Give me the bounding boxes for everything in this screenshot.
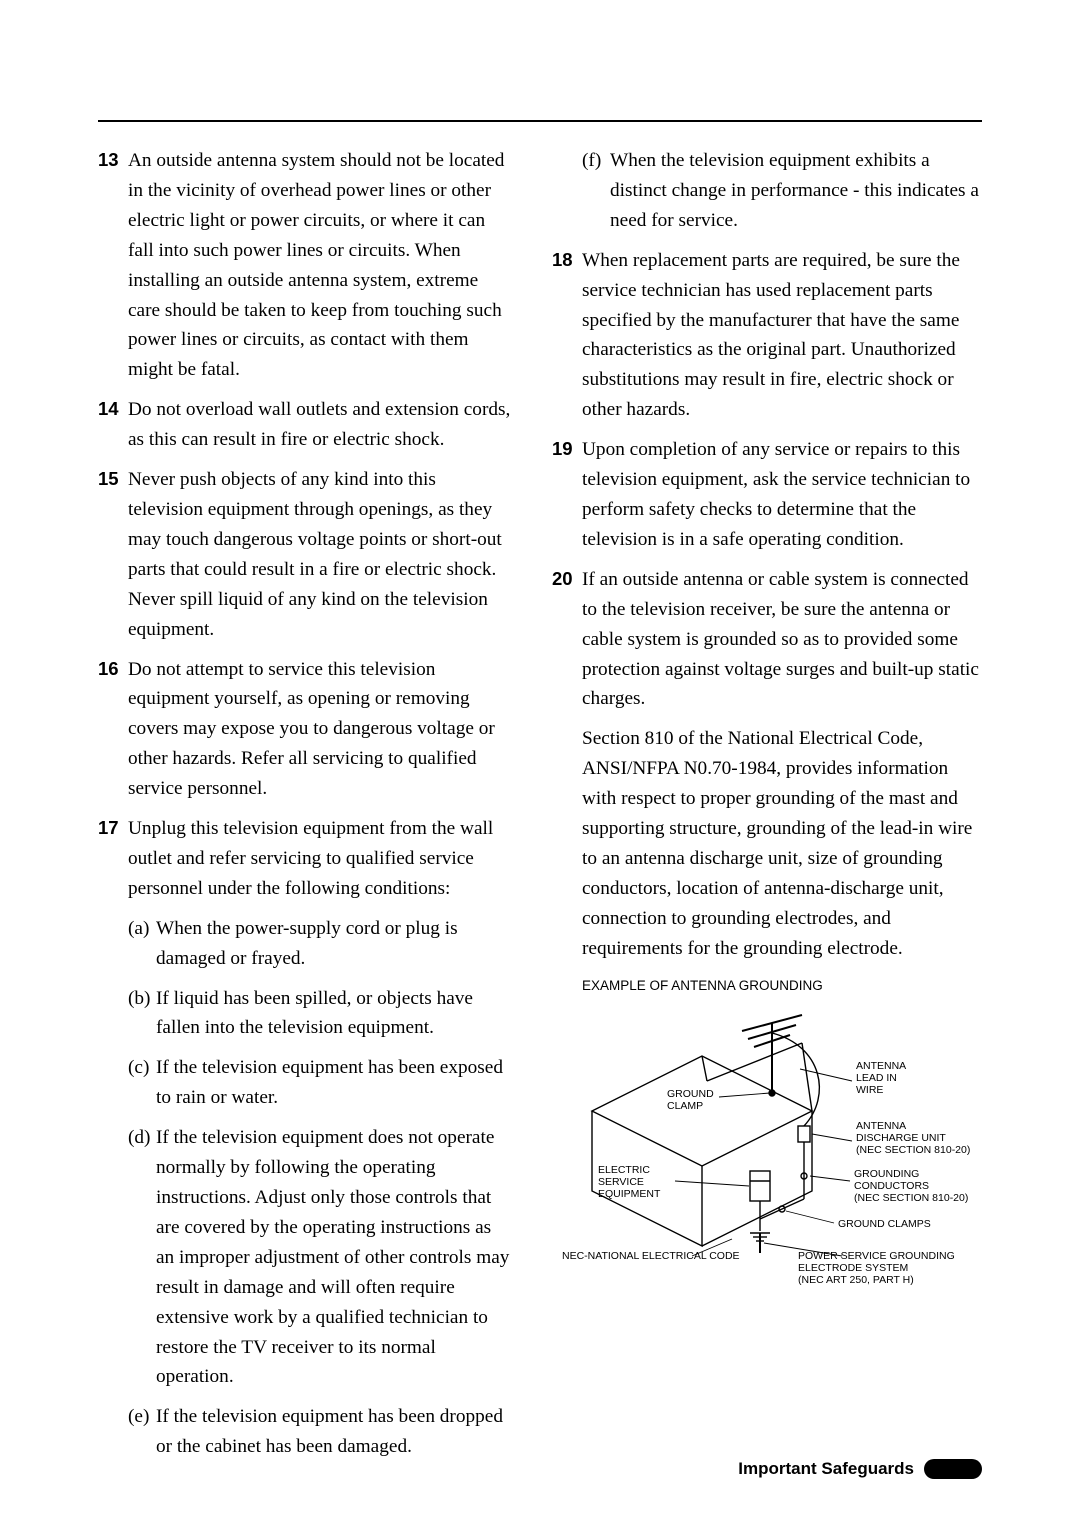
extra-paragraph: Section 810 of the National Electrical C… bbox=[582, 724, 982, 963]
item-text: Do not attempt to service this televisio… bbox=[128, 655, 512, 805]
sub-text: When the power-supply cord or plug is da… bbox=[156, 914, 512, 974]
label-power-service: POWER SERVICE GROUNDING bbox=[798, 1250, 955, 1262]
svg-text:DISCHARGE UNIT: DISCHARGE UNIT bbox=[856, 1132, 946, 1144]
sub-item: (b) If liquid has been spilled, or objec… bbox=[128, 984, 512, 1044]
footer-page-pill bbox=[924, 1459, 982, 1479]
svg-text:WIRE: WIRE bbox=[856, 1084, 883, 1096]
item-number: 17 bbox=[98, 814, 128, 904]
item-text: When replacement parts are required, be … bbox=[582, 246, 982, 425]
page-footer: Important Safeguards bbox=[738, 1459, 982, 1479]
sub-label: (c) bbox=[128, 1053, 156, 1113]
item-number: 13 bbox=[98, 146, 128, 385]
sub-label: (b) bbox=[128, 984, 156, 1044]
item-text: Never push objects of any kind into this… bbox=[128, 465, 512, 644]
item-number: 15 bbox=[98, 465, 128, 644]
sub-label: (f) bbox=[582, 146, 610, 236]
item-text: If an outside antenna or cable system is… bbox=[582, 565, 982, 715]
sub-item: (c) If the television equipment has been… bbox=[128, 1053, 512, 1113]
item-text: Unplug this television equipment from th… bbox=[128, 814, 512, 904]
sub-item: (d) If the television equipment does not… bbox=[128, 1123, 512, 1392]
footer-title: Important Safeguards bbox=[738, 1459, 914, 1479]
svg-text:ELECTRODE SYSTEM: ELECTRODE SYSTEM bbox=[798, 1262, 908, 1274]
item-number: 18 bbox=[552, 246, 582, 425]
label-ground-clamp: GROUND bbox=[667, 1088, 714, 1100]
list-item: 15 Never push objects of any kind into t… bbox=[98, 465, 512, 644]
label-ground-clamps: GROUND CLAMPS bbox=[838, 1218, 931, 1230]
left-column: 13 An outside antenna system should not … bbox=[98, 146, 512, 1472]
item-number: 14 bbox=[98, 395, 128, 455]
sub-text: If the television equipment does not ope… bbox=[156, 1123, 512, 1392]
svg-text:CLAMP: CLAMP bbox=[667, 1100, 703, 1112]
label-discharge-unit: ANTENNA bbox=[856, 1120, 906, 1132]
sub-label: (d) bbox=[128, 1123, 156, 1392]
sub-item: (f) When the television equipment exhibi… bbox=[582, 146, 982, 236]
svg-text:(NEC ART 250, PART H): (NEC ART 250, PART H) bbox=[798, 1274, 914, 1286]
svg-text:SERVICE: SERVICE bbox=[598, 1176, 644, 1188]
list-item: 13 An outside antenna system should not … bbox=[98, 146, 512, 385]
top-rule bbox=[98, 120, 982, 122]
list-item: 18 When replacement parts are required, … bbox=[552, 246, 982, 425]
sub-text: If the television equipment has been dro… bbox=[156, 1402, 512, 1462]
list-item: 19 Upon completion of any service or rep… bbox=[552, 435, 982, 555]
two-column-layout: 13 An outside antenna system should not … bbox=[98, 146, 982, 1472]
list-item: 17 Unplug this television equipment from… bbox=[98, 814, 512, 904]
item-text: Do not overload wall outlets and extensi… bbox=[128, 395, 512, 455]
svg-text:EQUIPMENT: EQUIPMENT bbox=[598, 1188, 661, 1200]
list-item: 20 If an outside antenna or cable system… bbox=[552, 565, 982, 715]
sub-text: If the television equipment has been exp… bbox=[156, 1053, 512, 1113]
diagram-title: EXAMPLE OF ANTENNA GROUNDING bbox=[582, 978, 982, 993]
svg-text:CONDUCTORS: CONDUCTORS bbox=[854, 1180, 929, 1192]
sub-text: When the television equipment exhibits a… bbox=[610, 146, 982, 236]
item-number: 19 bbox=[552, 435, 582, 555]
item-text: Upon completion of any service or repair… bbox=[582, 435, 982, 555]
item-text: An outside antenna system should not be … bbox=[128, 146, 512, 385]
sub-label: (a) bbox=[128, 914, 156, 974]
svg-text:LEAD IN: LEAD IN bbox=[856, 1072, 897, 1084]
svg-text:(NEC SECTION 810-20): (NEC SECTION 810-20) bbox=[854, 1192, 968, 1204]
item-number: 20 bbox=[552, 565, 582, 715]
sub-text: If liquid has been spilled, or objects h… bbox=[156, 984, 512, 1044]
sub-item: (e) If the television equipment has been… bbox=[128, 1402, 512, 1462]
list-item: 16 Do not attempt to service this televi… bbox=[98, 655, 512, 805]
label-grounding-conductors: GROUNDING bbox=[854, 1168, 919, 1180]
label-electric-service: ELECTRIC bbox=[598, 1164, 650, 1176]
antenna-grounding-diagram: GROUND CLAMP ANTENNA LEAD IN WIRE ELECTR… bbox=[552, 1001, 982, 1291]
sub-label: (e) bbox=[128, 1402, 156, 1462]
right-column: (f) When the television equipment exhibi… bbox=[552, 146, 982, 1472]
label-nec-note: NEC-NATIONAL ELECTRICAL CODE bbox=[562, 1250, 740, 1262]
sub-item: (a) When the power-supply cord or plug i… bbox=[128, 914, 512, 974]
svg-text:(NEC SECTION 810-20): (NEC SECTION 810-20) bbox=[856, 1144, 970, 1156]
list-item: 14 Do not overload wall outlets and exte… bbox=[98, 395, 512, 455]
item-number: 16 bbox=[98, 655, 128, 805]
label-antenna-leadin: ANTENNA bbox=[856, 1060, 906, 1072]
